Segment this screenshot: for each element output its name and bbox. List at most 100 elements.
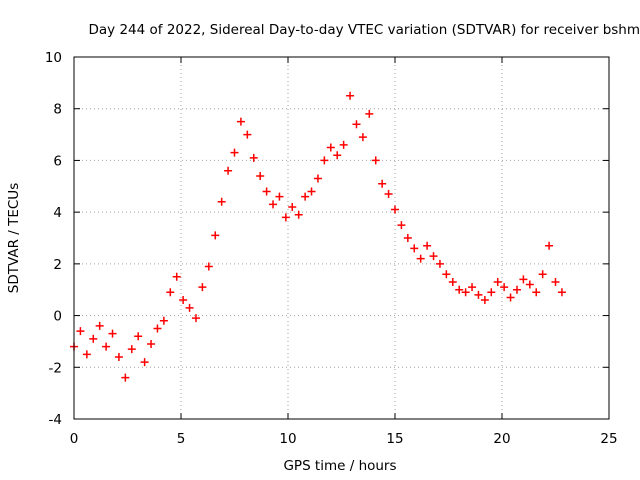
data-point [391, 205, 399, 214]
ticks-layer: 0 5 10 15 20 25 -4 -2 0 2 4 6 8 10 [45, 50, 618, 447]
data-point [102, 342, 111, 351]
x-tick-label: 0 [70, 431, 79, 447]
data-layer [70, 91, 566, 382]
data-point [147, 340, 156, 349]
data-point [204, 262, 213, 271]
data-point [307, 187, 316, 196]
data-point [384, 190, 393, 199]
data-point [301, 192, 310, 201]
data-point [468, 283, 477, 292]
axes-layer [73, 56, 610, 420]
data-point [320, 156, 329, 165]
data-point [153, 324, 162, 333]
data-point [525, 280, 534, 289]
data-point [423, 241, 432, 250]
data-point [114, 352, 123, 361]
data-point [448, 277, 457, 286]
series-sdtvar [70, 91, 566, 382]
data-point [281, 213, 290, 222]
data-point [551, 277, 560, 286]
data-point [512, 285, 521, 294]
data-point [493, 277, 502, 286]
data-point [416, 254, 425, 263]
data-point [410, 244, 419, 253]
data-point [256, 171, 265, 180]
y-tick-label: 2 [53, 257, 62, 273]
x-tick-label: 20 [493, 431, 510, 447]
plot-frame [73, 56, 610, 420]
data-point [82, 350, 91, 359]
data-point [474, 290, 483, 299]
data-point [545, 241, 554, 250]
y-tick-label: 8 [53, 102, 62, 118]
data-point [140, 358, 149, 367]
data-point [352, 120, 361, 129]
y-tick-label: 4 [53, 205, 62, 221]
data-point [403, 234, 412, 242]
data-point [89, 334, 98, 343]
data-point [435, 259, 444, 268]
data-point [506, 293, 515, 302]
data-point [224, 166, 233, 175]
data-point [371, 156, 380, 165]
data-point [166, 288, 175, 297]
data-point [461, 288, 470, 297]
data-point [211, 231, 220, 240]
data-point [191, 314, 200, 323]
data-point [108, 329, 117, 338]
data-point [532, 288, 541, 297]
grid-layer [74, 57, 609, 419]
labels-layer: Day 244 of 2022, Sidereal Day-to-day VTE… [6, 22, 640, 474]
data-point [95, 321, 104, 330]
x-tick-label: 25 [600, 431, 617, 447]
y-tick-label: 10 [45, 50, 62, 66]
y-axis-label: SDTVAR / TECUs [6, 183, 22, 293]
data-point [365, 109, 374, 118]
data-point [275, 192, 284, 201]
data-point [230, 148, 239, 157]
data-point [480, 296, 489, 305]
y-tick-label: 0 [53, 309, 62, 325]
data-point [339, 140, 348, 149]
data-point [538, 270, 547, 279]
data-point [217, 197, 226, 206]
data-point [134, 332, 143, 341]
data-point [185, 303, 194, 312]
data-point [243, 130, 252, 139]
data-point [172, 272, 181, 281]
data-point [294, 210, 303, 219]
data-point [500, 283, 509, 292]
data-point [179, 296, 188, 305]
data-point [333, 151, 342, 160]
data-point [288, 202, 297, 211]
data-point [313, 174, 322, 183]
y-tick-label: -4 [49, 412, 62, 428]
data-point [358, 133, 367, 142]
y-tick-label: 6 [53, 153, 62, 169]
data-point [326, 143, 335, 152]
data-point [346, 91, 355, 100]
data-point [121, 373, 130, 382]
data-point [127, 345, 136, 354]
data-point [262, 187, 271, 196]
x-axis-label: GPS time / hours [283, 458, 396, 474]
data-point [519, 275, 528, 284]
data-point [198, 283, 207, 292]
x-tick-label: 15 [386, 431, 403, 447]
data-point [455, 285, 464, 294]
data-point [429, 252, 438, 261]
data-point [557, 288, 566, 297]
data-point [442, 270, 451, 279]
data-point [76, 327, 85, 336]
data-point [269, 200, 278, 209]
data-point [378, 179, 387, 188]
chart-title: Day 244 of 2022, Sidereal Day-to-day VTE… [89, 22, 640, 38]
data-point [159, 316, 168, 325]
x-tick-label: 10 [279, 431, 296, 447]
data-point [236, 117, 245, 126]
data-point [397, 221, 406, 230]
data-point [249, 153, 258, 162]
data-point [487, 288, 496, 297]
